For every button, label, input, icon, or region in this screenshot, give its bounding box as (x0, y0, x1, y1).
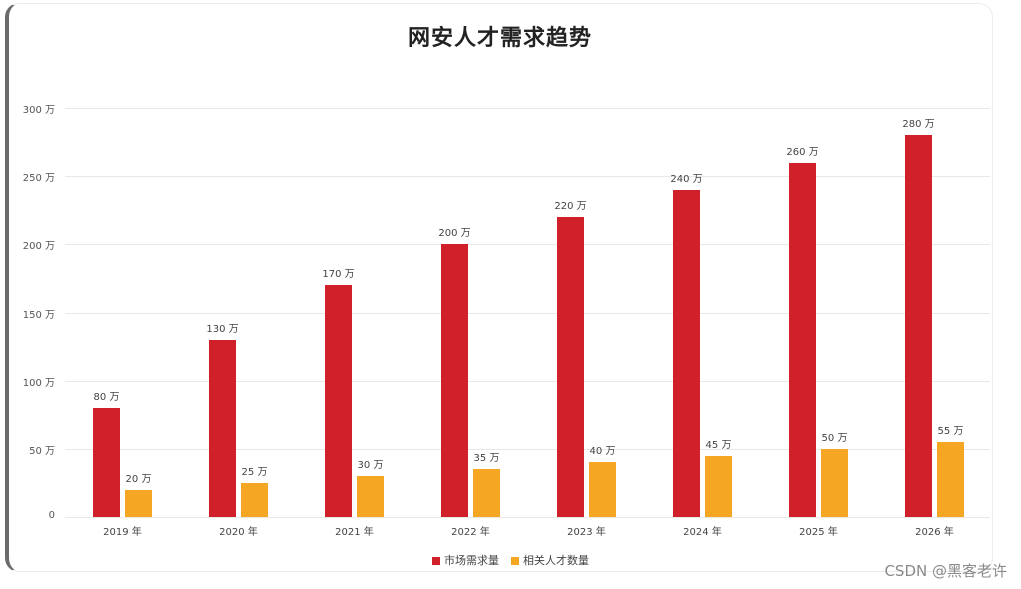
gridline (65, 176, 990, 177)
bar-value-label: 25 万 (241, 467, 268, 478)
bar-value-label: 240 万 (670, 174, 703, 185)
legend-item[interactable]: 相关人才数量 (511, 552, 589, 568)
x-tick-label: 2026 年 (915, 527, 954, 538)
x-tick-label: 2020 年 (219, 527, 258, 538)
bar-value-label: 50 万 (821, 433, 848, 444)
demand-bar (557, 217, 584, 517)
demand-bar (789, 163, 816, 517)
demand-bar (325, 285, 352, 517)
legend-swatch-icon (511, 557, 519, 565)
bar-value-label: 40 万 (589, 446, 616, 457)
legend-label: 相关人才数量 (523, 554, 589, 567)
talent-bar (241, 483, 268, 517)
bar-value-label: 170 万 (322, 269, 355, 280)
gridline (65, 381, 990, 382)
legend-label: 市场需求量 (444, 554, 499, 567)
y-tick-label: 0 (48, 510, 55, 521)
chart-title: 网安人才需求趋势 (407, 26, 592, 51)
x-tick-label: 2022 年 (451, 527, 490, 538)
talent-bar (705, 456, 732, 517)
x-tick-label: 2025 年 (799, 527, 838, 538)
bar-value-label: 200 万 (438, 228, 471, 239)
bar-value-label: 30 万 (357, 460, 384, 471)
x-tick-label: 2024 年 (683, 527, 722, 538)
gridline (65, 108, 990, 109)
watermark: CSDN @黑客老许 (884, 562, 1007, 580)
talent-bar (473, 469, 500, 517)
talent-bar (589, 462, 616, 517)
legend-item[interactable]: 市场需求量 (432, 552, 499, 568)
demand-bar (441, 244, 468, 517)
y-tick-label: 50 万 (29, 446, 55, 457)
x-tick-label: 2021 年 (335, 527, 374, 538)
legend-swatch-icon (432, 557, 440, 565)
x-tick-label: 2019 年 (103, 527, 142, 538)
gridline (65, 517, 990, 518)
gridline (65, 244, 990, 245)
bar-value-label: 20 万 (125, 474, 152, 485)
bar-value-label: 80 万 (93, 392, 120, 403)
gridline (65, 449, 990, 450)
bar-value-label: 45 万 (705, 440, 732, 451)
bar-value-label: 260 万 (786, 147, 819, 158)
demand-bar (93, 408, 120, 517)
demand-bar (905, 135, 932, 517)
talent-bar (357, 476, 384, 517)
bar-value-label: 35 万 (473, 453, 500, 464)
bar-value-label: 220 万 (554, 201, 587, 212)
talent-bar (821, 449, 848, 517)
talent-bar (125, 490, 152, 517)
y-tick-label: 150 万 (22, 310, 55, 321)
talent-bar (937, 442, 964, 517)
demand-bar (209, 340, 236, 517)
y-tick-label: 250 万 (22, 173, 55, 184)
chart-legend: 市场需求量 相关人才数量 (0, 552, 1021, 568)
y-tick-label: 300 万 (22, 105, 55, 116)
y-tick-label: 100 万 (22, 378, 55, 389)
bar-value-label: 280 万 (902, 119, 935, 130)
gridline (65, 313, 990, 314)
demand-bar (673, 190, 700, 517)
bar-value-label: 55 万 (937, 426, 964, 437)
y-tick-label: 200 万 (22, 241, 55, 252)
x-tick-label: 2023 年 (567, 527, 606, 538)
bar-value-label: 130 万 (206, 324, 239, 335)
